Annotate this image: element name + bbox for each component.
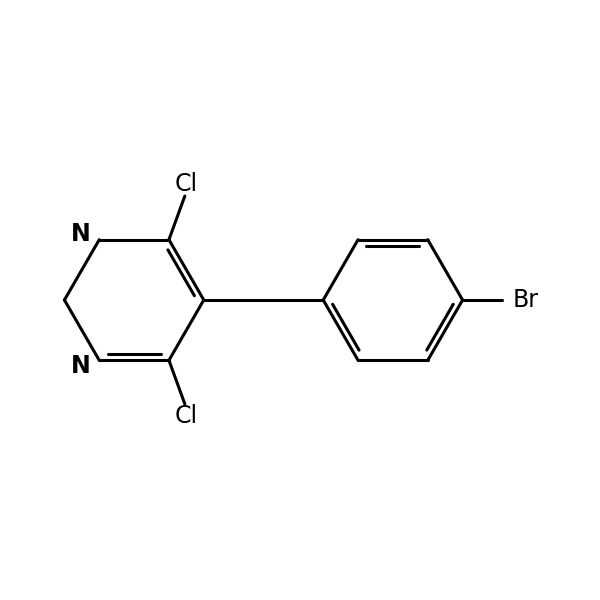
Text: Cl: Cl xyxy=(175,404,198,428)
Text: Br: Br xyxy=(512,288,539,312)
Text: N: N xyxy=(71,353,91,377)
Text: N: N xyxy=(71,223,91,247)
Text: Cl: Cl xyxy=(175,172,198,196)
